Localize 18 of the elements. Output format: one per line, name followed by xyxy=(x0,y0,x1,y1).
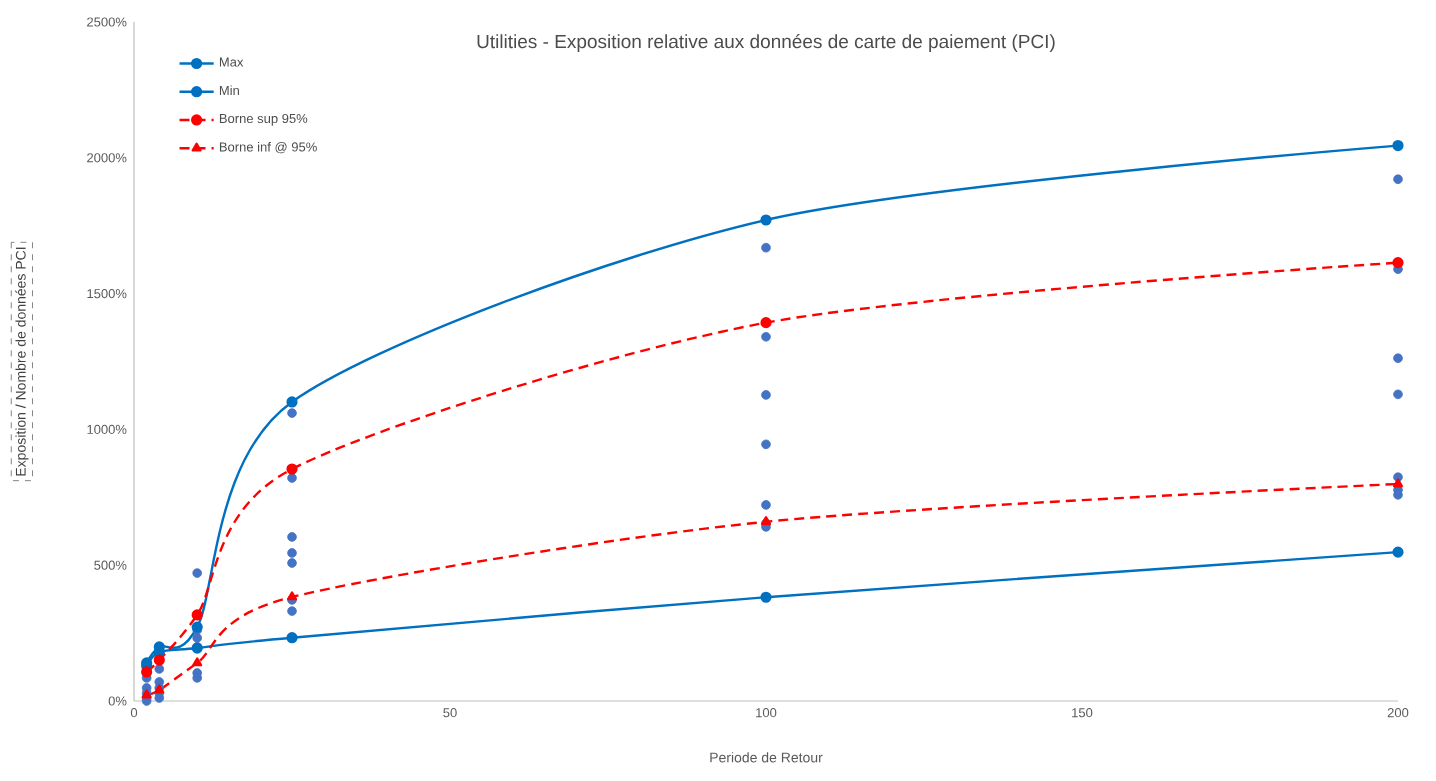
x-tick-label: 50 xyxy=(443,708,457,718)
y-axis-title: Exposition / Nombre de données PCI xyxy=(15,247,29,476)
legend-label: Borne inf @ 95% xyxy=(219,142,317,154)
x-axis-title: Periode de Retour xyxy=(710,752,823,763)
x-tick-label: 200 xyxy=(1387,708,1409,718)
y-tick-label: 2500% xyxy=(87,17,127,27)
x-tick-label: 0 xyxy=(130,708,138,718)
text: Utilities - Exposition relative aux données de carte de paiement (PCI) xyxy=(477,34,1055,52)
legend-label: Max xyxy=(219,57,244,67)
x-tick-label: 100 xyxy=(756,708,777,718)
y-tick-label: 1000% xyxy=(87,424,127,434)
legend-label: Min xyxy=(219,85,239,95)
y-tick-label: 0% xyxy=(108,696,127,706)
y-tick-label: 2000% xyxy=(87,153,127,163)
x-tick-label: 150 xyxy=(1072,708,1093,718)
y-tick-label: 500% xyxy=(94,560,127,570)
legend-label: Borne sup 95% xyxy=(219,113,308,126)
y-tick-label: 1500% xyxy=(87,289,127,299)
